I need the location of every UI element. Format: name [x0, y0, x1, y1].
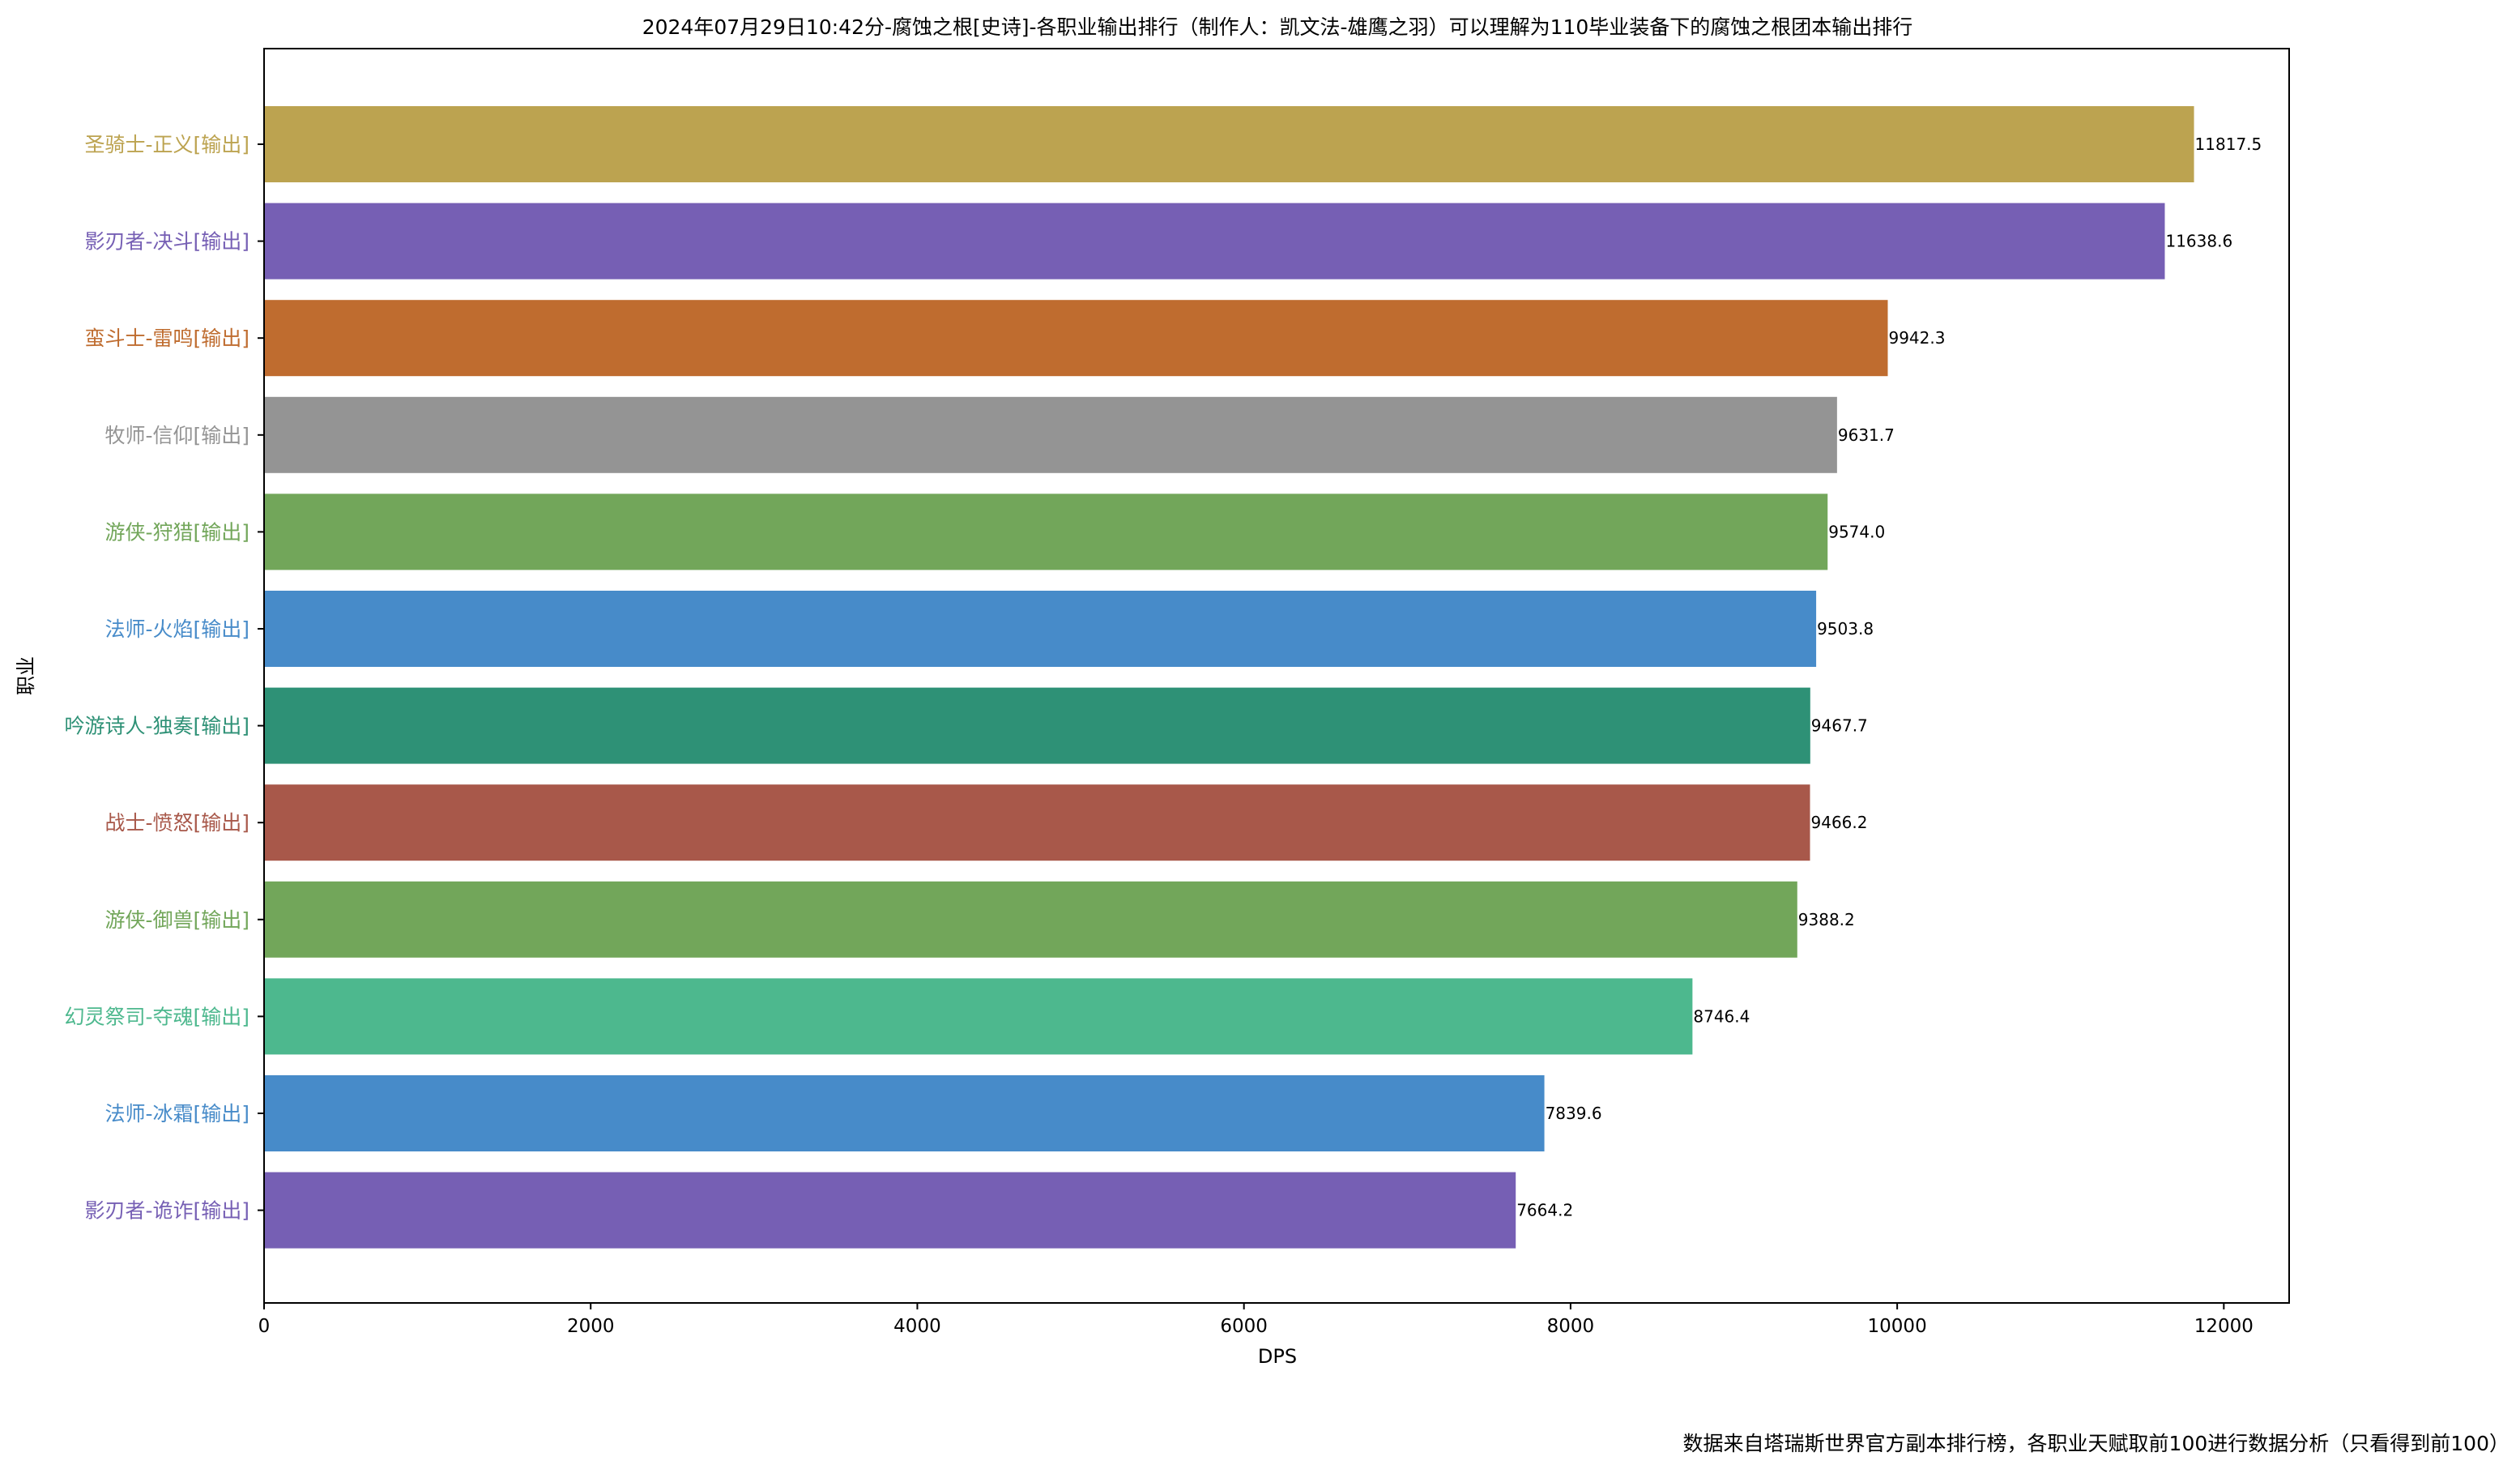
bar-value-label: 9942.3	[1888, 328, 1945, 348]
chart-title: 2024年07月29日10:42分-腐蚀之根[史诗]-各职业输出排行（制作人：凯…	[642, 15, 1913, 39]
bar-value-label: 9466.2	[1811, 813, 1868, 832]
y-axis-label: 职业	[15, 656, 37, 695]
category-label: 战士-愤怒[输出]	[104, 811, 249, 835]
category-label: 影刃者-诡诈[输出]	[84, 1199, 249, 1223]
bar-value-label: 7664.2	[1516, 1201, 1573, 1220]
bar	[264, 1075, 1545, 1151]
bar	[264, 591, 1817, 667]
bar	[264, 978, 1693, 1055]
bar-value-label: 11817.5	[2195, 135, 2262, 154]
bar-value-label: 7839.6	[1546, 1104, 1602, 1123]
category-label: 吟游诗人-独奏[输出]	[64, 715, 249, 738]
x-tick-label: 0	[258, 1316, 271, 1337]
x-tick-label: 6000	[1220, 1316, 1268, 1337]
category-label: 游侠-御兽[输出]	[104, 908, 249, 932]
bar	[264, 300, 1888, 377]
bar	[264, 396, 1837, 473]
x-tick-label: 2000	[567, 1316, 615, 1337]
bar	[264, 1172, 1516, 1249]
category-label: 法师-火焰[输出]	[104, 617, 249, 641]
bar	[264, 203, 2165, 280]
bar	[264, 493, 1828, 570]
bar-value-label: 9631.7	[1838, 425, 1895, 445]
bar-value-label: 9388.2	[1798, 910, 1855, 929]
chart-footnote: 数据来自塔瑞斯世界官方副本排行榜，各职业天赋取前100进行数据分析（只看得到前1…	[1683, 1432, 2509, 1455]
category-label: 牧师-信仰[输出]	[104, 424, 249, 447]
category-label: 幻灵祭司-夺魂[输出]	[64, 1005, 249, 1028]
x-tick-label: 10000	[1868, 1316, 1927, 1337]
plot-area-frame	[263, 48, 2290, 1304]
bar	[264, 784, 1810, 861]
bar	[264, 106, 2194, 182]
bar-value-label: 9574.0	[1828, 522, 1885, 541]
bar	[264, 881, 1797, 958]
x-tick-label: 8000	[1547, 1316, 1595, 1337]
category-label: 法师-冰霜[输出]	[104, 1102, 249, 1125]
category-labels-layer: 圣骑士-正义[输出] 影刃者-决斗[输出] 蛮斗士-雷鸣[输出] 牧师-信仰[输出] 游…	[64, 133, 264, 1223]
category-label: 圣骑士-正义[输出]	[84, 133, 249, 156]
x-tick-label: 12000	[2194, 1316, 2254, 1337]
category-label: 游侠-狩猎[输出]	[104, 520, 249, 544]
category-label: 蛮斗士-雷鸣[输出]	[84, 327, 249, 350]
x-axis-label: DPS	[1258, 1345, 1297, 1368]
bar-value-label: 8746.4	[1693, 1006, 1750, 1026]
bar	[264, 687, 1810, 764]
bar-value-label: 11638.6	[2165, 232, 2232, 251]
x-tick-label: 4000	[893, 1316, 941, 1337]
category-label: 影刃者-决斗[输出]	[84, 230, 249, 254]
x-axis-ticks: 0 2000 4000 6000 8000 10000 12000	[258, 1303, 2254, 1337]
bars-layer	[264, 106, 2194, 1249]
bar-value-label: 9467.7	[1811, 716, 1868, 736]
value-labels-layer: 11817.5 11638.6 9942.3 9631.7 9574.0 9503.8 94…	[1516, 135, 2262, 1220]
bar-value-label: 9503.8	[1817, 619, 1874, 639]
